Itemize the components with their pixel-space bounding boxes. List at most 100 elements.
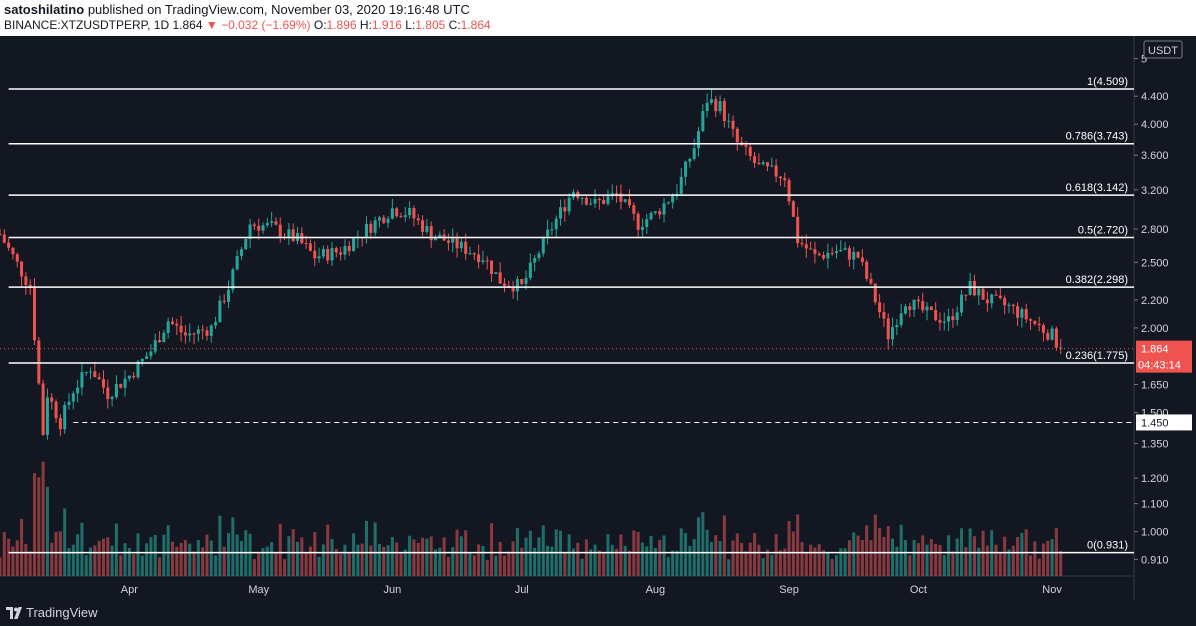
candle-body: [433, 237, 437, 241]
volume-bar: [71, 544, 75, 576]
volume-bar: [1050, 539, 1054, 576]
volume-bar: [1059, 551, 1063, 576]
price-change: −0.032 (−1.69%): [221, 18, 311, 32]
tradingview-brand[interactable]: TradingView: [26, 605, 98, 620]
volume-bar: [886, 526, 890, 576]
volume-bar: [235, 534, 239, 576]
chart-panel[interactable]: 1(4.509) 0.786(3.743) 0.618(3.142) 0.5(2.72…: [0, 36, 1196, 600]
candle-body: [938, 320, 942, 323]
volume-bar: [856, 535, 860, 576]
candle-body: [45, 397, 49, 435]
publish-line: satoshilatino published on TradingView.c…: [4, 2, 470, 17]
candle-body: [1041, 325, 1045, 333]
author-name[interactable]: satoshilatino: [4, 2, 85, 17]
candle-body: [701, 111, 705, 132]
candle-body: [162, 332, 166, 343]
candle-body: [1016, 306, 1020, 318]
volume-bar: [360, 543, 364, 576]
candle-body: [416, 218, 420, 221]
volume-bar: [166, 525, 170, 576]
volume-bar: [32, 473, 37, 576]
volume-bar: [684, 533, 688, 576]
volume-bar: [468, 552, 472, 576]
volume-bar: [822, 550, 826, 576]
candle-body: [632, 205, 636, 214]
volume-bar: [494, 555, 498, 576]
candle-body: [145, 356, 149, 359]
candle-body: [602, 200, 606, 204]
volume-bar: [787, 521, 791, 576]
candle-body: [140, 358, 144, 362]
volume-bar: [196, 540, 200, 576]
volume-bar: [916, 543, 920, 576]
candle-body: [589, 203, 593, 205]
candle-body: [813, 249, 817, 254]
candle-body: [942, 321, 946, 323]
price-tick-label: 1.000: [1141, 527, 1169, 539]
volume-bar: [274, 552, 278, 576]
volume-bar: [145, 543, 149, 576]
tradingview-logo-icon[interactable]: [6, 606, 22, 620]
candle-body: [886, 318, 890, 340]
volume-bar: [873, 514, 877, 576]
volume-bar: [662, 535, 666, 576]
candle-body: [464, 241, 468, 254]
candle-body: [649, 212, 653, 220]
fib-level-label: 0.236(1.775): [1066, 350, 1128, 362]
volume-bar: [753, 533, 757, 576]
volume-bar: [511, 541, 515, 576]
candle-body: [1007, 304, 1011, 306]
candle-body: [774, 165, 778, 177]
volume-bar: [386, 545, 390, 576]
symbol-label[interactable]: BINANCE:XTZUSDTPERP, 1D: [4, 18, 170, 32]
volume-bar: [852, 532, 856, 576]
candle-body: [76, 387, 80, 394]
price-chart[interactable]: 1(4.509) 0.786(3.743) 0.618(3.142) 0.5(2.72…: [0, 36, 1196, 600]
candle-body: [114, 384, 118, 398]
volume-bar: [709, 541, 713, 576]
volume-bar: [403, 549, 407, 576]
fib-level-label: 1(4.509): [1087, 76, 1128, 88]
candle-body: [93, 371, 97, 378]
volume-bar: [533, 547, 537, 576]
volume-bar: [248, 533, 252, 576]
candle-body: [507, 285, 511, 287]
candle-body: [166, 321, 170, 333]
candle-body: [770, 165, 774, 167]
candle-body: [1033, 320, 1037, 324]
candle-body: [408, 208, 412, 216]
volume-bar: [472, 555, 476, 576]
candle-body: [852, 251, 856, 260]
candle-body: [455, 236, 459, 249]
candle-body: [636, 213, 640, 230]
volume-bar: [326, 524, 330, 576]
horizontal-line-price-box: [1136, 414, 1192, 431]
candle-body: [537, 253, 541, 259]
candle-body: [252, 224, 256, 226]
candle-body: [119, 384, 123, 388]
candle-body: [218, 300, 222, 323]
candle-body: [783, 178, 787, 181]
volume-bar: [891, 538, 895, 576]
candle-body: [127, 375, 131, 379]
volume-bar: [373, 522, 377, 576]
candle-body: [968, 280, 972, 295]
candle-body: [37, 340, 41, 384]
volume-bar: [964, 547, 968, 576]
volume-bar: [58, 531, 62, 576]
volume-bar: [11, 546, 15, 576]
volume-bar: [515, 527, 519, 576]
candle-body: [248, 224, 252, 239]
candle-body: [347, 245, 351, 252]
candle-body: [227, 289, 231, 302]
volume-bar: [938, 544, 942, 576]
candle-body: [925, 306, 929, 311]
candle-body: [671, 196, 675, 203]
candle-body: [390, 208, 394, 219]
volume-bar: [364, 520, 369, 576]
volume-bar: [93, 545, 97, 576]
volume-bar: [977, 547, 981, 576]
candle-body: [856, 251, 860, 258]
candle-body: [1037, 323, 1041, 326]
candle-body: [623, 199, 627, 202]
